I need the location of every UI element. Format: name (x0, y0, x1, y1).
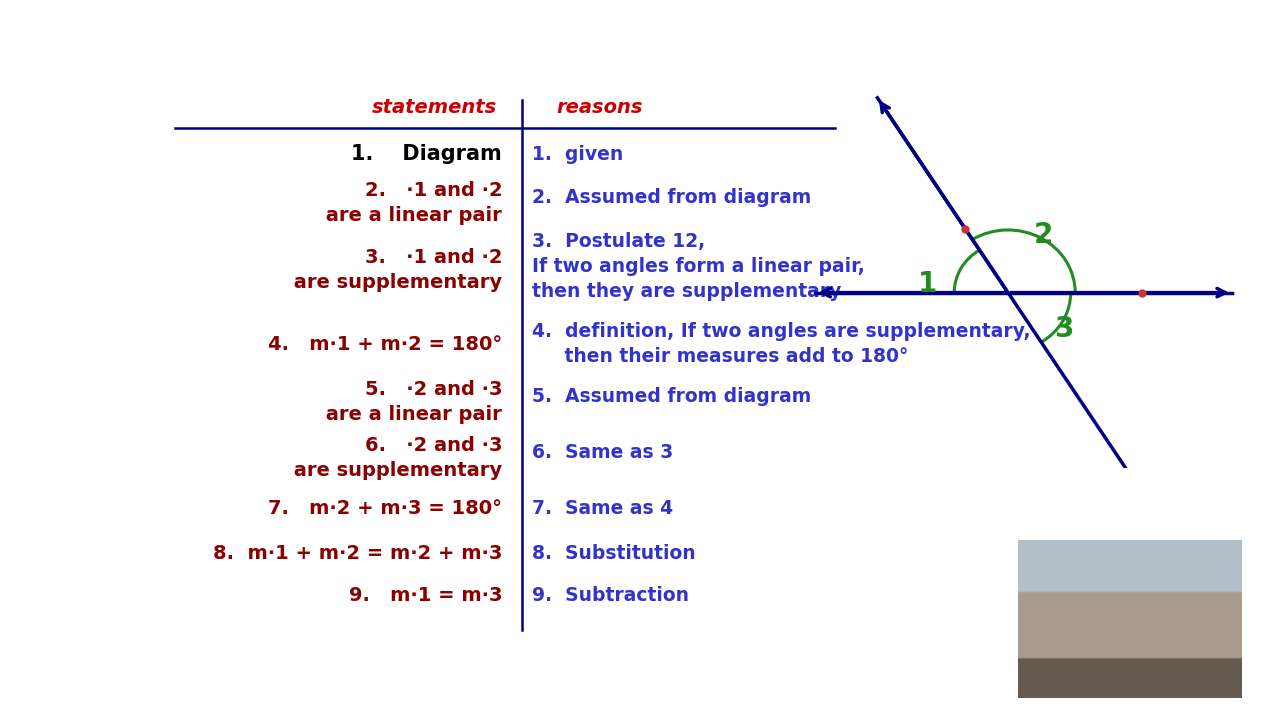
Text: 4.   m∙1 + m∙2 = 180°: 4. m∙1 + m∙2 = 180° (268, 335, 502, 354)
Text: 8.  Substitution: 8. Substitution (532, 544, 695, 563)
Text: 6.   ∙2 and ∙3
     are supplementary: 6. ∙2 and ∙3 are supplementary (260, 436, 502, 480)
Text: statements: statements (372, 98, 498, 117)
Text: 2.  Assumed from diagram: 2. Assumed from diagram (532, 188, 812, 207)
Text: 5.  Assumed from diagram: 5. Assumed from diagram (532, 387, 812, 406)
Text: 7.   m∙2 + m∙3 = 180°: 7. m∙2 + m∙3 = 180° (269, 500, 502, 518)
Text: 8.  m∙1 + m∙2 = m∙2 + m∙3: 8. m∙1 + m∙2 = m∙2 + m∙3 (212, 544, 502, 563)
Text: 3.   ∙1 and ∙2
     are supplementary: 3. ∙1 and ∙2 are supplementary (260, 248, 502, 292)
Text: 7.  Same as 4: 7. Same as 4 (532, 500, 673, 518)
Text: 3: 3 (1055, 315, 1074, 343)
Text: 5.   ∙2 and ∙3
     are a linear pair: 5. ∙2 and ∙3 are a linear pair (293, 380, 502, 424)
Text: ©naaninotes: ©naaninotes (1027, 616, 1137, 631)
Text: 2.   ∙1 and ∙2
     are a linear pair: 2. ∙1 and ∙2 are a linear pair (293, 181, 502, 225)
Text: 2: 2 (1033, 221, 1053, 249)
Text: 4.  definition, If two angles are supplementary,
     then their measures add to: 4. definition, If two angles are supplem… (532, 322, 1030, 366)
Text: 9.  Subtraction: 9. Subtraction (532, 586, 689, 605)
Text: 1: 1 (918, 270, 937, 298)
Text: reasons: reasons (557, 98, 644, 117)
Text: 6.  Same as 3: 6. Same as 3 (532, 443, 673, 462)
Text: 1.    Diagram: 1. Diagram (352, 144, 502, 164)
Text: 9.   m∙1 = m∙3: 9. m∙1 = m∙3 (348, 586, 502, 605)
Text: 1.  given: 1. given (532, 145, 623, 163)
Text: 3.  Postulate 12,
If two angles form a linear pair,
then they are supplementary: 3. Postulate 12, If two angles form a li… (532, 232, 865, 301)
